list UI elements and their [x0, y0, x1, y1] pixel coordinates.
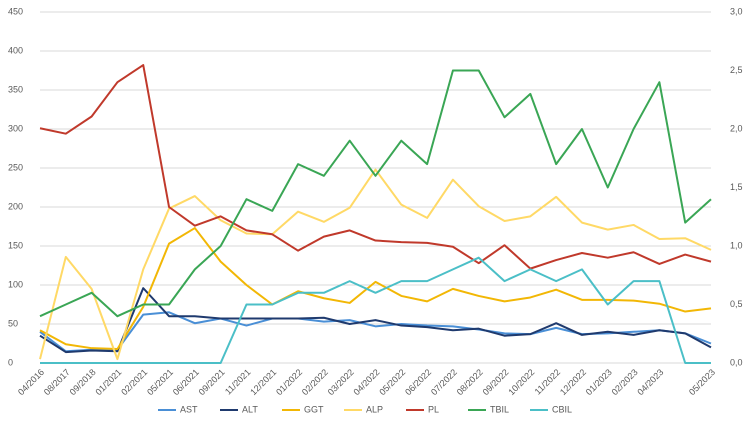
x-tick-label: 08/2022: [455, 367, 485, 397]
y-tick-label: 250: [8, 162, 23, 172]
legend-label: CBIL: [552, 404, 572, 414]
y2-tick-label: 3,0: [730, 6, 743, 16]
y2-tick-label: 1,5: [730, 182, 743, 192]
x-tick-label: 08/2017: [42, 367, 72, 397]
x-tick-label: 02/2022: [300, 367, 330, 397]
x-tick-label: 11/2021: [223, 367, 253, 397]
legend-label: TBIL: [490, 404, 509, 414]
series-line: [39, 287, 712, 354]
x-tick-label: 04/2023: [635, 367, 665, 397]
legend-label: GGT: [304, 404, 324, 414]
y-tick-label: 350: [8, 84, 23, 94]
x-tick-label: 05/2022: [377, 367, 407, 397]
x-tick-label: 01/2022: [274, 367, 304, 397]
legend-label: PL: [428, 404, 439, 414]
x-tick-label: 09/2021: [197, 367, 227, 397]
series-line: [39, 64, 712, 270]
x-tick-label: 07/2022: [429, 367, 459, 397]
y-tick-label: 50: [8, 318, 18, 328]
series-line: [39, 227, 712, 350]
legend-label: AST: [180, 404, 198, 414]
y-tick-label: 150: [8, 240, 23, 250]
x-tick-label: 01/2021: [93, 367, 123, 397]
series-line: [39, 69, 712, 318]
x-tick-label: 12/2022: [558, 367, 588, 397]
y-tick-label: 300: [8, 123, 23, 133]
x-tick-label: 09/2022: [481, 367, 511, 397]
y2-tick-label: 1,0: [730, 240, 743, 250]
x-tick-label: 02/2023: [610, 367, 640, 397]
x-tick-label: 12/2021: [248, 367, 278, 397]
y2-tick-label: 2,5: [730, 65, 743, 75]
y-tick-label: 200: [8, 201, 23, 211]
y-tick-label: 400: [8, 45, 23, 55]
y-tick-label: 450: [8, 6, 23, 16]
y2-tick-label: 0,5: [730, 299, 743, 309]
x-tick-label: 05/2021: [145, 367, 175, 397]
series-line: [39, 168, 712, 361]
x-tick-label: 05/2023: [687, 367, 717, 397]
series-line: [40, 256, 711, 364]
x-tick-label: 02/2021: [119, 367, 149, 397]
x-tick-label: 03/2022: [326, 367, 356, 397]
x-tick-label: 09/2018: [68, 367, 98, 397]
x-tick-label: 01/2023: [584, 367, 614, 397]
x-tick-label: 06/2022: [403, 367, 433, 397]
y-tick-label: 0: [8, 357, 13, 367]
y2-tick-label: 2,0: [730, 123, 743, 133]
y2-tick-label: 0,0: [730, 357, 743, 367]
x-tick-label: 04/2016: [16, 367, 46, 397]
legend-label: ALT: [242, 404, 258, 414]
x-tick-label: 10/2022: [506, 367, 536, 397]
y-tick-label: 100: [8, 279, 23, 289]
x-tick-label: 04/2022: [352, 367, 382, 397]
x-tick-label: 11/2022: [533, 367, 563, 397]
legend-label: ALP: [366, 404, 383, 414]
x-tick-label: 06/2021: [171, 367, 201, 397]
